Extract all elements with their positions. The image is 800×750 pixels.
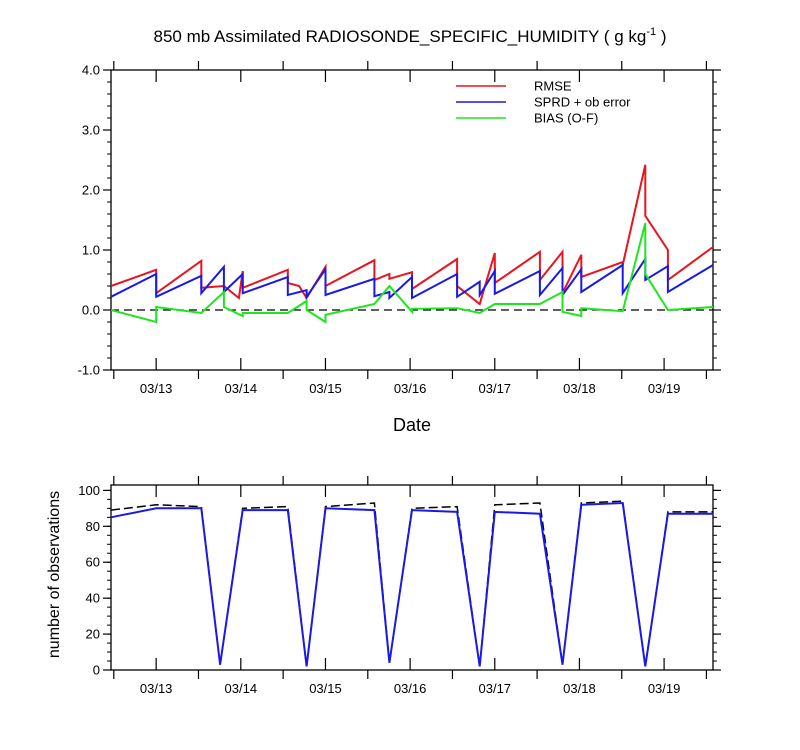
chart-title-main: 850 mb Assimilated RADIOSONDE_SPECIFIC_H… [154,27,647,46]
chart-title-end: ) [656,27,666,46]
series-line-assimilated-observations [110,501,713,667]
legend-label: BIAS (O-F) [534,111,598,126]
series-line-bias-o-f [110,222,714,324]
y-tick-label: 3.0 [82,123,100,138]
y-tick-label: 0.0 [82,303,100,318]
chart-title: 850 mb Assimilated RADIOSONDE_SPECIFIC_H… [154,26,667,46]
legend-label: RMSE [534,79,572,94]
y-tick-label: 40 [86,591,100,606]
chart-title-superscript: -1 [646,26,656,38]
series-line-rmse [110,164,714,306]
y-tick-label: 2.0 [82,183,100,198]
x-tick-label: 03/17 [479,681,512,696]
x-tick-label: 03/19 [648,681,681,696]
y-tick-label: 100 [78,483,100,498]
x-tick-label: 03/14 [225,681,258,696]
x-tick-label: 03/15 [309,381,342,396]
x-tick-label: 03/18 [563,381,596,396]
y-tick-label: 4.0 [82,63,100,78]
x-tick-label: 03/16 [394,681,427,696]
y-tick-label: -1.0 [78,363,100,378]
series-line-possible-observations [110,500,713,667]
y-tick-label: 1.0 [82,243,100,258]
series-line-sprd-ob-error [110,255,714,301]
x-tick-label: 03/14 [225,381,258,396]
x-tick-label: 03/13 [140,681,173,696]
legend-label: SPRD + ob error [534,95,631,110]
y-tick-label: 0 [93,663,100,678]
x-tick-label: 03/16 [394,381,427,396]
observation-count-plot: 03/13 03/14 03/15 03/16 03/17 03/18 03/19 0 20 40… [46,476,721,696]
y-axis-title: number of observations [46,491,63,658]
x-tick-label: 03/17 [479,381,512,396]
x-tick-label: 03/15 [309,681,342,696]
x-tick-label: 03/13 [140,381,173,396]
y-tick-label: 60 [86,555,100,570]
x-axis-title: Date [393,415,431,435]
y-tick-label: 20 [86,627,100,642]
plot-frame [110,484,714,671]
y-tick-label: 80 [86,519,100,534]
x-tick-label: 03/18 [563,681,596,696]
upper-line-plot: 03/13 03/14 03/15 03/16 03/17 03/18 03/19 -1.0 0… [78,61,721,435]
plot-frame [110,69,714,371]
x-tick-label: 03/19 [648,381,681,396]
